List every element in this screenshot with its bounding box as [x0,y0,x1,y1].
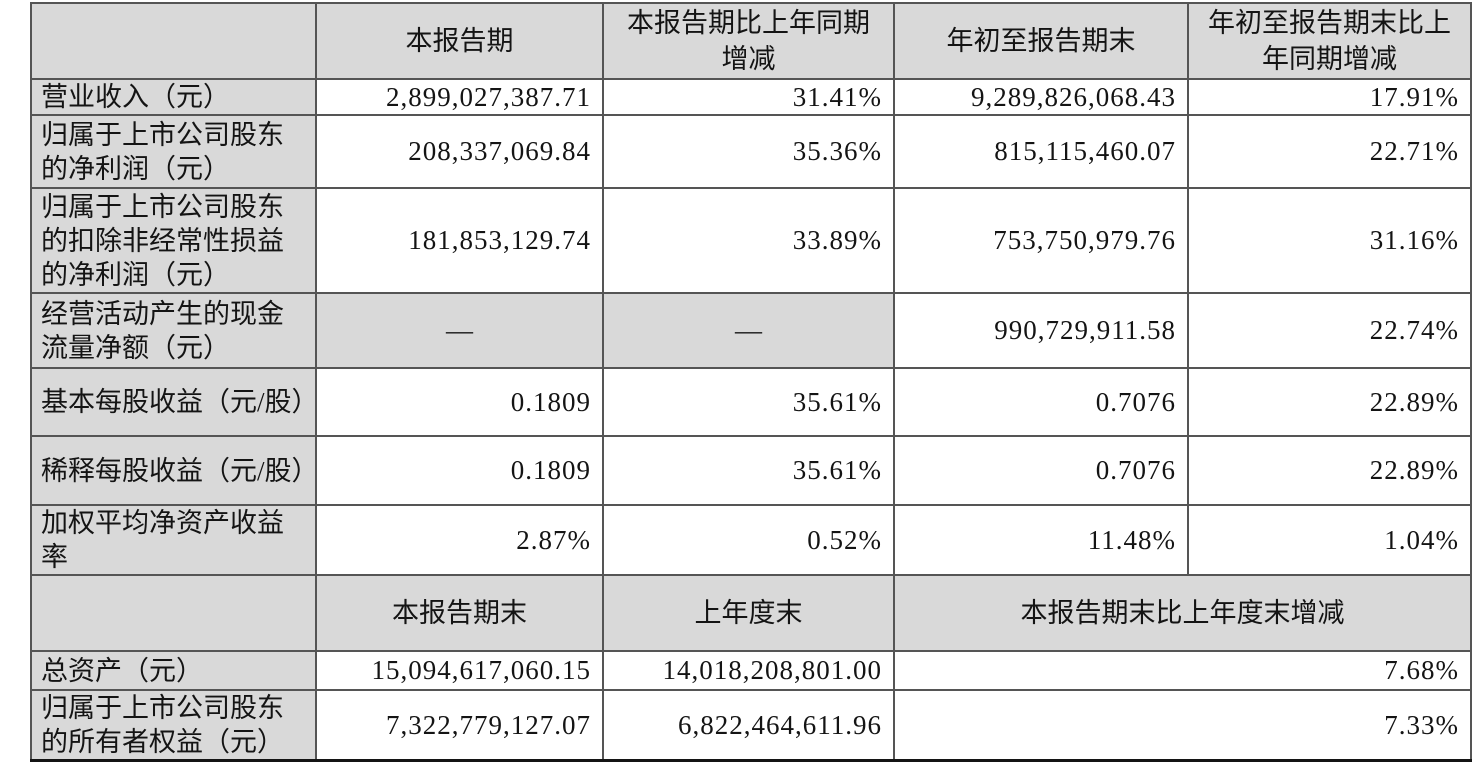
value-cell: 22.89% [1187,367,1472,437]
row-label: 经营活动产生的现金流量净额（元） [30,292,317,369]
header-period-end-vs-prior-year-change: 本报告期末比上年度末增减 [893,574,1472,652]
row-label: 归属于上市公司股东的所有者权益（元） [30,689,317,762]
table-row-equity-attributable-to-shareholders: 归属于上市公司股东的所有者权益（元） 7,322,779,127.07 6,82… [30,689,1472,762]
value-cell: 0.1809 [315,435,604,506]
header-ytd: 年初至报告期末 [893,2,1189,80]
value-cell: 6,822,464,611.96 [602,689,895,762]
value-cell: 0.7076 [893,435,1189,506]
header-period-yoy-change: 本报告期比上年同期 增减 [602,2,895,80]
row-label: 营业收入（元） [30,78,317,116]
table-row-net-profit-excl-nonrecurring: 归属于上市公司股东的扣除非经常性损益的净利润（元） 181,853,129.74… [30,187,1472,294]
value-cell: 31.16% [1187,187,1472,294]
value-cell: 14,018,208,801.00 [602,650,895,691]
value-cell: 0.7076 [893,367,1189,437]
value-cell: 208,337,069.84 [315,114,604,189]
row-label: 加权平均净资产收益率 [30,504,317,576]
value-cell: 0.1809 [315,367,604,437]
value-cell: 22.71% [1187,114,1472,189]
table-row-total-assets: 总资产（元） 15,094,617,060.15 14,018,208,801.… [30,650,1472,691]
table-row-weighted-avg-roe: 加权平均净资产收益率 2.87% 0.52% 11.48% 1.04% [30,504,1472,576]
row-label: 稀释每股收益（元/股） [30,435,317,506]
value-cell: 11.48% [893,504,1189,576]
table-row-operating-cash-flow: 经营活动产生的现金流量净额（元） — — 990,729,911.58 22.7… [30,292,1472,369]
value-cell: 35.61% [602,435,895,506]
header-end-of-prior-year: 上年度末 [602,574,895,652]
row-label: 总资产（元） [30,650,317,691]
row-label: 基本每股收益（元/股） [30,367,317,437]
not-applicable-cell: — [602,292,895,369]
value-cell: 15,094,617,060.15 [315,650,604,691]
value-cell: 7,322,779,127.07 [315,689,604,762]
value-cell: 31.41% [602,78,895,116]
value-cell: 2.87% [315,504,604,576]
header-ytd-yoy-change: 年初至报告期末比上 年同期增减 [1187,2,1472,80]
header-row-period: 本报告期 本报告期比上年同期 增减 年初至报告期末 年初至报告期末比上 年同期增… [30,2,1472,80]
value-cell: 17.91% [1187,78,1472,116]
value-cell: 181,853,129.74 [315,187,604,294]
row-label: 归属于上市公司股东的扣除非经常性损益的净利润（元） [30,187,317,294]
value-cell: 753,750,979.76 [893,187,1189,294]
header-row-period-end: 本报告期末 上年度末 本报告期末比上年度末增减 [30,574,1472,652]
value-cell: 9,289,826,068.43 [893,78,1189,116]
value-cell: 35.36% [602,114,895,189]
header-empty-corner [30,2,317,80]
financial-summary-table: 本报告期 本报告期比上年同期 增减 年初至报告期末 年初至报告期末比上 年同期增… [30,2,1472,762]
value-cell: 7.68% [893,650,1472,691]
row-label: 归属于上市公司股东的净利润（元） [30,114,317,189]
table-row-net-profit: 归属于上市公司股东的净利润（元） 208,337,069.84 35.36% 8… [30,114,1472,189]
value-cell: 22.74% [1187,292,1472,369]
value-cell: 2,899,027,387.71 [315,78,604,116]
value-cell: 33.89% [602,187,895,294]
header-empty-corner-2 [30,574,317,652]
table-row-operating-revenue: 营业收入（元） 2,899,027,387.71 31.41% 9,289,82… [30,78,1472,116]
header-end-of-period: 本报告期末 [315,574,604,652]
value-cell: 22.89% [1187,435,1472,506]
value-cell: 0.52% [602,504,895,576]
value-cell: 35.61% [602,367,895,437]
value-cell: 815,115,460.07 [893,114,1189,189]
table-row-diluted-eps: 稀释每股收益（元/股） 0.1809 35.61% 0.7076 22.89% [30,435,1472,506]
value-cell: 7.33% [893,689,1472,762]
table-row-basic-eps: 基本每股收益（元/股） 0.1809 35.61% 0.7076 22.89% [30,367,1472,437]
header-current-period: 本报告期 [315,2,604,80]
value-cell: 990,729,911.58 [893,292,1189,369]
not-applicable-cell: — [315,292,604,369]
value-cell: 1.04% [1187,504,1472,576]
